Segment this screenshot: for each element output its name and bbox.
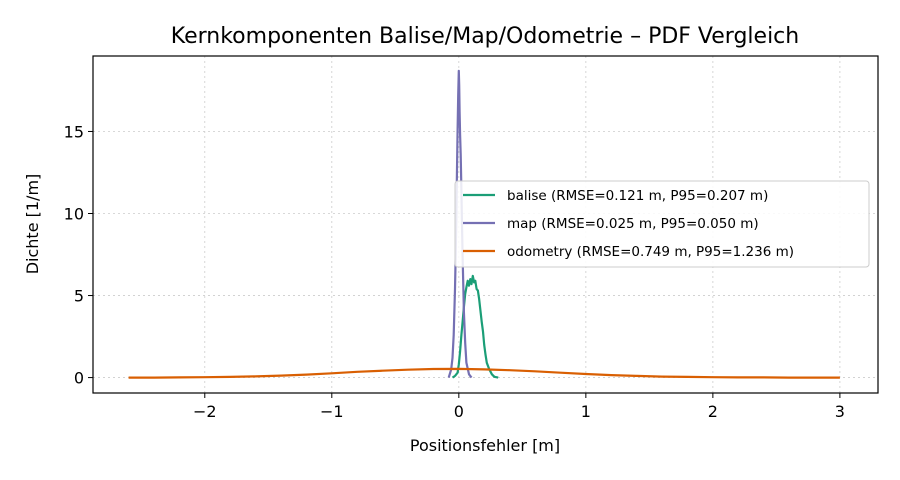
legend-label: map (RMSE=0.025 m, P95=0.050 m) xyxy=(507,216,759,232)
series-line-odometry xyxy=(128,367,840,379)
x-tick-label: 0 xyxy=(454,402,464,421)
y-tick-label: 5 xyxy=(74,287,84,306)
x-tick-label: 2 xyxy=(708,402,718,421)
x-axis-ticks: −2 −1 0 1 2 3 xyxy=(193,393,845,421)
legend: balise (RMSE=0.121 m, P95=0.207 m) map (R… xyxy=(454,180,870,268)
x-tick-label: −2 xyxy=(193,402,217,421)
legend-label: balise (RMSE=0.121 m, P95=0.207 m) xyxy=(507,188,768,204)
x-tick-label: 3 xyxy=(835,402,845,421)
plot-frame xyxy=(92,55,879,394)
y-axis-ticks: 0 5 10 15 xyxy=(64,122,93,388)
legend-label: odometry (RMSE=0.749 m, P95=1.236 m) xyxy=(507,244,794,260)
y-tick-label: 10 xyxy=(64,205,84,224)
series-layer xyxy=(128,69,840,379)
series-line-map xyxy=(447,69,473,379)
y-tick-label: 0 xyxy=(74,369,84,388)
x-tick-label: 1 xyxy=(581,402,591,421)
chart-title: Kernkomponenten Balise/Map/Odometrie – P… xyxy=(171,24,799,49)
series-line-balise xyxy=(451,274,499,379)
legend-box xyxy=(454,180,870,268)
x-tick-label: −1 xyxy=(320,402,344,421)
y-tick-label: 15 xyxy=(64,122,84,141)
x-axis-label: Positionsfehler [m] xyxy=(410,436,560,455)
y-axis-label: Dichte [1/m] xyxy=(23,174,42,275)
